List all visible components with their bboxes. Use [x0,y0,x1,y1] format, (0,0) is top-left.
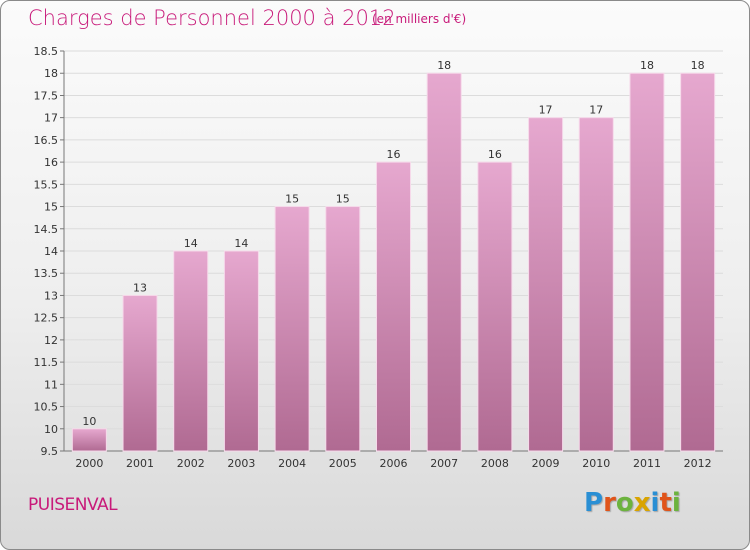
logo-letter: i [671,488,681,518]
chart-subtitle: (en milliers d'€) [372,12,467,26]
chart-title: Charges de Personnel 2000 à 2012 [28,6,396,30]
value-label: 14 [184,237,198,250]
x-tick-label: 2009 [532,457,560,470]
x-tick-label: 2005 [329,457,357,470]
value-label: 17 [539,104,553,117]
logo-letter: t [659,488,672,518]
y-tick-label: 17.5 [34,89,59,102]
y-tick-label: 10 [44,423,58,436]
y-tick-label: 9.5 [41,445,59,458]
x-tick-label: 2011 [633,457,661,470]
y-tick-label: 18 [44,67,58,80]
commune-name: PUISENVAL [28,495,118,515]
y-tick-label: 11 [44,378,58,391]
y-tick-label: 11.5 [34,356,59,369]
bar-2007 [426,72,462,452]
bar-2003 [223,250,259,452]
y-tick-label: 14.5 [34,223,59,236]
bar-2011 [629,72,665,452]
logo-letter: x [633,488,651,518]
value-label: 13 [133,281,147,294]
y-tick-label: 15.5 [34,178,59,191]
logo-letter: o [615,488,634,518]
y-tick-label: 18.5 [34,45,59,58]
x-tick-label: 2007 [430,457,458,470]
value-label: 18 [437,59,451,72]
value-labels: 10 13 14 14 15 15 16 18 16 17 17 18 18 [82,59,704,428]
x-tick-label: 2004 [278,457,306,470]
y-tick-label: 12.5 [34,312,59,325]
proxiti-logo: Proxiti [584,488,681,518]
bars [71,72,716,452]
x-tick-label: 2012 [684,457,712,470]
value-label: 17 [589,104,603,117]
bar-2012 [680,72,716,452]
y-tick-label: 10.5 [34,401,59,414]
y-tick-label: 12 [44,334,58,347]
bar-2009 [528,117,564,452]
y-tick-label: 13 [44,289,58,302]
value-label: 16 [387,148,401,161]
value-label: 18 [640,59,654,72]
x-tick-label: 2003 [227,457,255,470]
value-label: 15 [336,193,350,206]
bar-2006 [376,161,411,452]
y-tick-label: 17 [44,112,58,125]
x-tick-label: 2006 [380,457,408,470]
x-tick-labels: 2000 2001 2002 2003 2004 2005 2006 2007 2008 2009… [75,457,711,470]
bar-2001 [122,294,158,452]
logo-letter: i [650,488,660,518]
y-tick-label: 16 [44,156,58,169]
y-tick-label: 14 [44,245,58,258]
logo-letter: r [603,488,616,518]
bar-2002 [173,250,209,452]
value-label: 16 [488,148,502,161]
x-tick-label: 2002 [177,457,205,470]
value-label: 14 [234,237,248,250]
x-tick-label: 2010 [582,457,610,470]
value-label: 18 [691,59,705,72]
x-tick-label: 2001 [126,457,154,470]
y-tick-label: 15 [44,201,58,214]
y-tick-labels: 9.5 10 10.5 11 11.5 12 12.5 13 13.5 14 14.5 15 15.5 1… [34,45,59,458]
x-tick-label: 2000 [75,457,103,470]
y-tick-label: 16.5 [34,134,59,147]
bar-2004 [274,206,310,452]
bar-2010 [578,117,614,452]
value-label: 15 [285,193,299,206]
bar-2008 [477,161,513,452]
bar-2000 [71,428,107,452]
y-tick-label: 13.5 [34,267,59,280]
logo-letter: P [584,488,604,518]
bar-2005 [325,206,361,452]
x-tick-label: 2008 [481,457,509,470]
value-label: 10 [82,415,96,428]
